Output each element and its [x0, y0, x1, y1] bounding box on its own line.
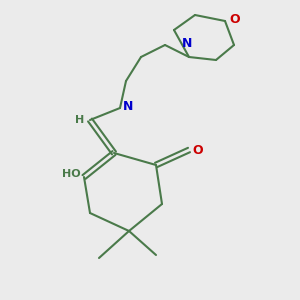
Text: HO: HO	[62, 169, 81, 179]
Text: O: O	[193, 143, 203, 157]
Text: N: N	[123, 100, 134, 113]
Text: H: H	[75, 115, 84, 125]
Text: O: O	[230, 13, 240, 26]
Text: N: N	[182, 38, 193, 50]
